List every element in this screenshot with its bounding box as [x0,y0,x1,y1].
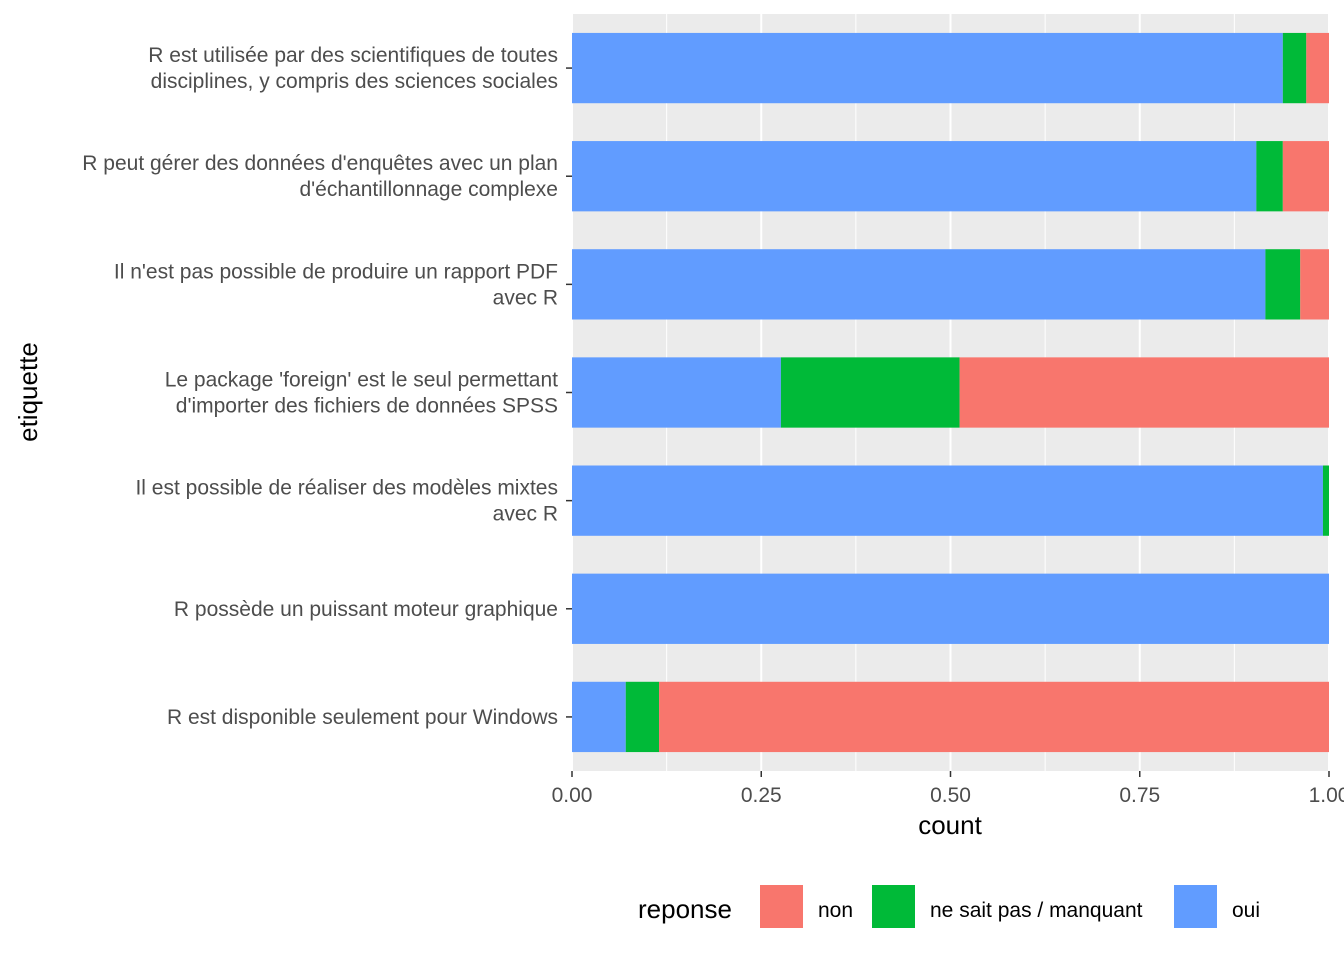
x-tick-label: 0.75 [1119,784,1160,807]
legend-label: non [818,899,853,922]
y-tick-label: R est disponible seulement pour Windows [167,706,558,729]
bar-segment [1322,465,1329,536]
legend-title: reponse [638,894,732,924]
bar-segment [572,465,1323,536]
y-tick-label: Il est possible de réaliser des modèles … [135,477,558,500]
bar-segment [572,32,1283,104]
bars [572,32,1329,753]
y-tick-label: d'importer des fichiers de données SPSS [176,395,558,418]
bar-segment [659,681,1329,753]
y-axis-title: etiquette [13,342,43,442]
y-tick-label: avec R [493,503,558,526]
bar-segment [1265,249,1301,320]
bar-segment [572,573,1329,644]
legend-key [1174,885,1217,928]
legend-key [760,885,803,928]
y-axis: R est utilisée par des scientifiques de … [82,44,572,729]
legend-key [872,885,915,928]
y-tick-label: Le package 'foreign' est le seul permett… [165,369,558,392]
bar-segment [780,357,960,428]
bar-segment [1306,32,1329,104]
x-tick-label: 0.25 [741,784,782,807]
bar-segment [1282,141,1329,212]
bar-segment [1282,32,1307,104]
y-tick-label: R est utilisée par des scientifiques de … [148,44,558,67]
bar-segment [625,681,660,753]
bar-segment [572,249,1266,320]
y-tick-label: R possède un puissant moteur graphique [174,598,558,621]
y-tick-label: avec R [493,286,558,309]
x-tick-label: 0.50 [930,784,971,807]
y-tick-label: disciplines, y compris des sciences soci… [151,70,558,93]
legend: reponse non ne sait pas / manquant oui [638,885,1260,928]
bar-segment [1256,141,1283,212]
legend-label: ne sait pas / manquant [930,899,1143,922]
x-tick-label: 0.00 [552,784,593,807]
x-tick-label: 1.00 [1309,784,1344,807]
bar-segment [1300,249,1329,320]
y-tick-label: d'échantillonnage complexe [299,178,558,201]
bar-segment [572,141,1257,212]
y-tick-label: Il n'est pas possible de produire un rap… [114,260,558,283]
bar-segment [572,681,626,753]
bar-segment [959,357,1329,428]
y-tick-label: R peut gérer des données d'enquêtes avec… [82,152,558,175]
bar-segment [572,357,781,428]
x-axis: 0.00 0.25 0.50 0.75 1.00 [552,771,1344,807]
x-axis-title: count [918,810,982,840]
legend-label: oui [1232,899,1260,922]
